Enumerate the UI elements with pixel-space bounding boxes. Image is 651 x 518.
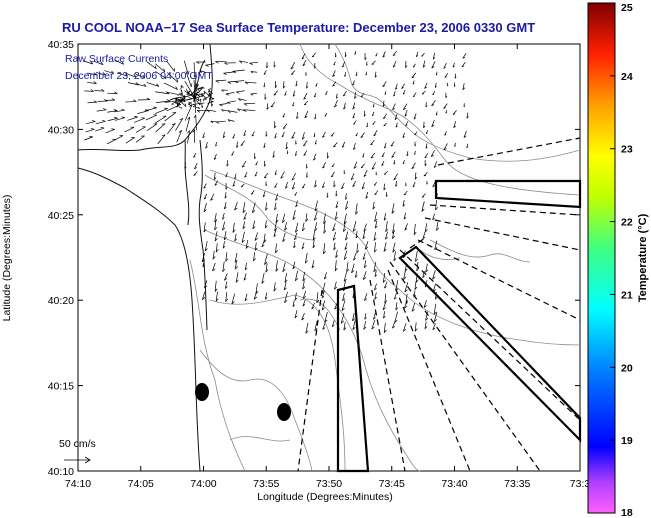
coastline [77,43,213,472]
x-tick-label: 74:00 [190,478,216,490]
station-marker [277,403,291,421]
x-tick-label: 73:55 [253,478,279,490]
colorbar-ticks: 25 24 23 22 21 20 19 18 [610,2,633,518]
map-content [64,43,582,473]
y-tick-label: 40:20 [48,295,74,307]
x-axis-ticks: 74:10 74:05 74:00 73:55 73:50 73:45 73:40 73:35… [65,44,591,490]
y-axis-label: Latitude (Degrees:Minutes) [1,195,13,322]
y-axis-ticks: 40:35 40:30 40:25 40:20 40:15 40:10 [48,39,580,478]
x-tick-label: 73:35 [504,478,530,490]
y-tick-label: 40:35 [48,39,74,51]
colorbar-tick-label: 23 [621,144,633,156]
colorbar [587,2,616,514]
colorbar-tick-label: 18 [621,507,633,518]
currents-date: December 23, 2006 04:00 GMT [65,70,213,82]
x-tick-label: 73:3 [570,478,591,490]
x-tick-label: 74:05 [128,478,154,490]
colorbar-tick-label: 25 [621,2,633,14]
station-marker [195,383,209,401]
x-tick-label: 73:45 [379,478,405,490]
y-tick-label: 40:25 [48,210,74,222]
isobath-contours [189,43,581,472]
scale-arrow [64,456,91,464]
x-tick-label: 74:10 [65,478,91,490]
scale-label: 50 cm/s [59,438,96,450]
y-tick-label: 40:30 [48,124,74,136]
x-axis-label: Longitude (Degrees:Minutes) [257,491,392,503]
colorbar-tick-label: 19 [621,435,633,447]
colorbar-label: Temperature (°C) [637,213,649,302]
colorbar-tick-label: 20 [621,362,633,374]
x-tick-label: 73:50 [316,478,342,490]
y-tick-label: 40:15 [48,381,74,393]
colorbar-tick-label: 22 [621,217,633,229]
colorbar-tick-label: 24 [621,71,633,83]
y-tick-label: 40:10 [48,466,74,478]
dashed-boundary-lines [297,137,581,472]
x-tick-label: 73:40 [441,478,467,490]
colorbar-tick-label: 21 [621,289,633,301]
plot-area [77,43,581,472]
restricted-zones [336,179,582,473]
map-title: RU COOL NOAA−17 Sea Surface Temperature:… [62,20,535,35]
surface-current-vectors [84,50,469,334]
currents-label: Raw Surface Currents [65,53,168,65]
